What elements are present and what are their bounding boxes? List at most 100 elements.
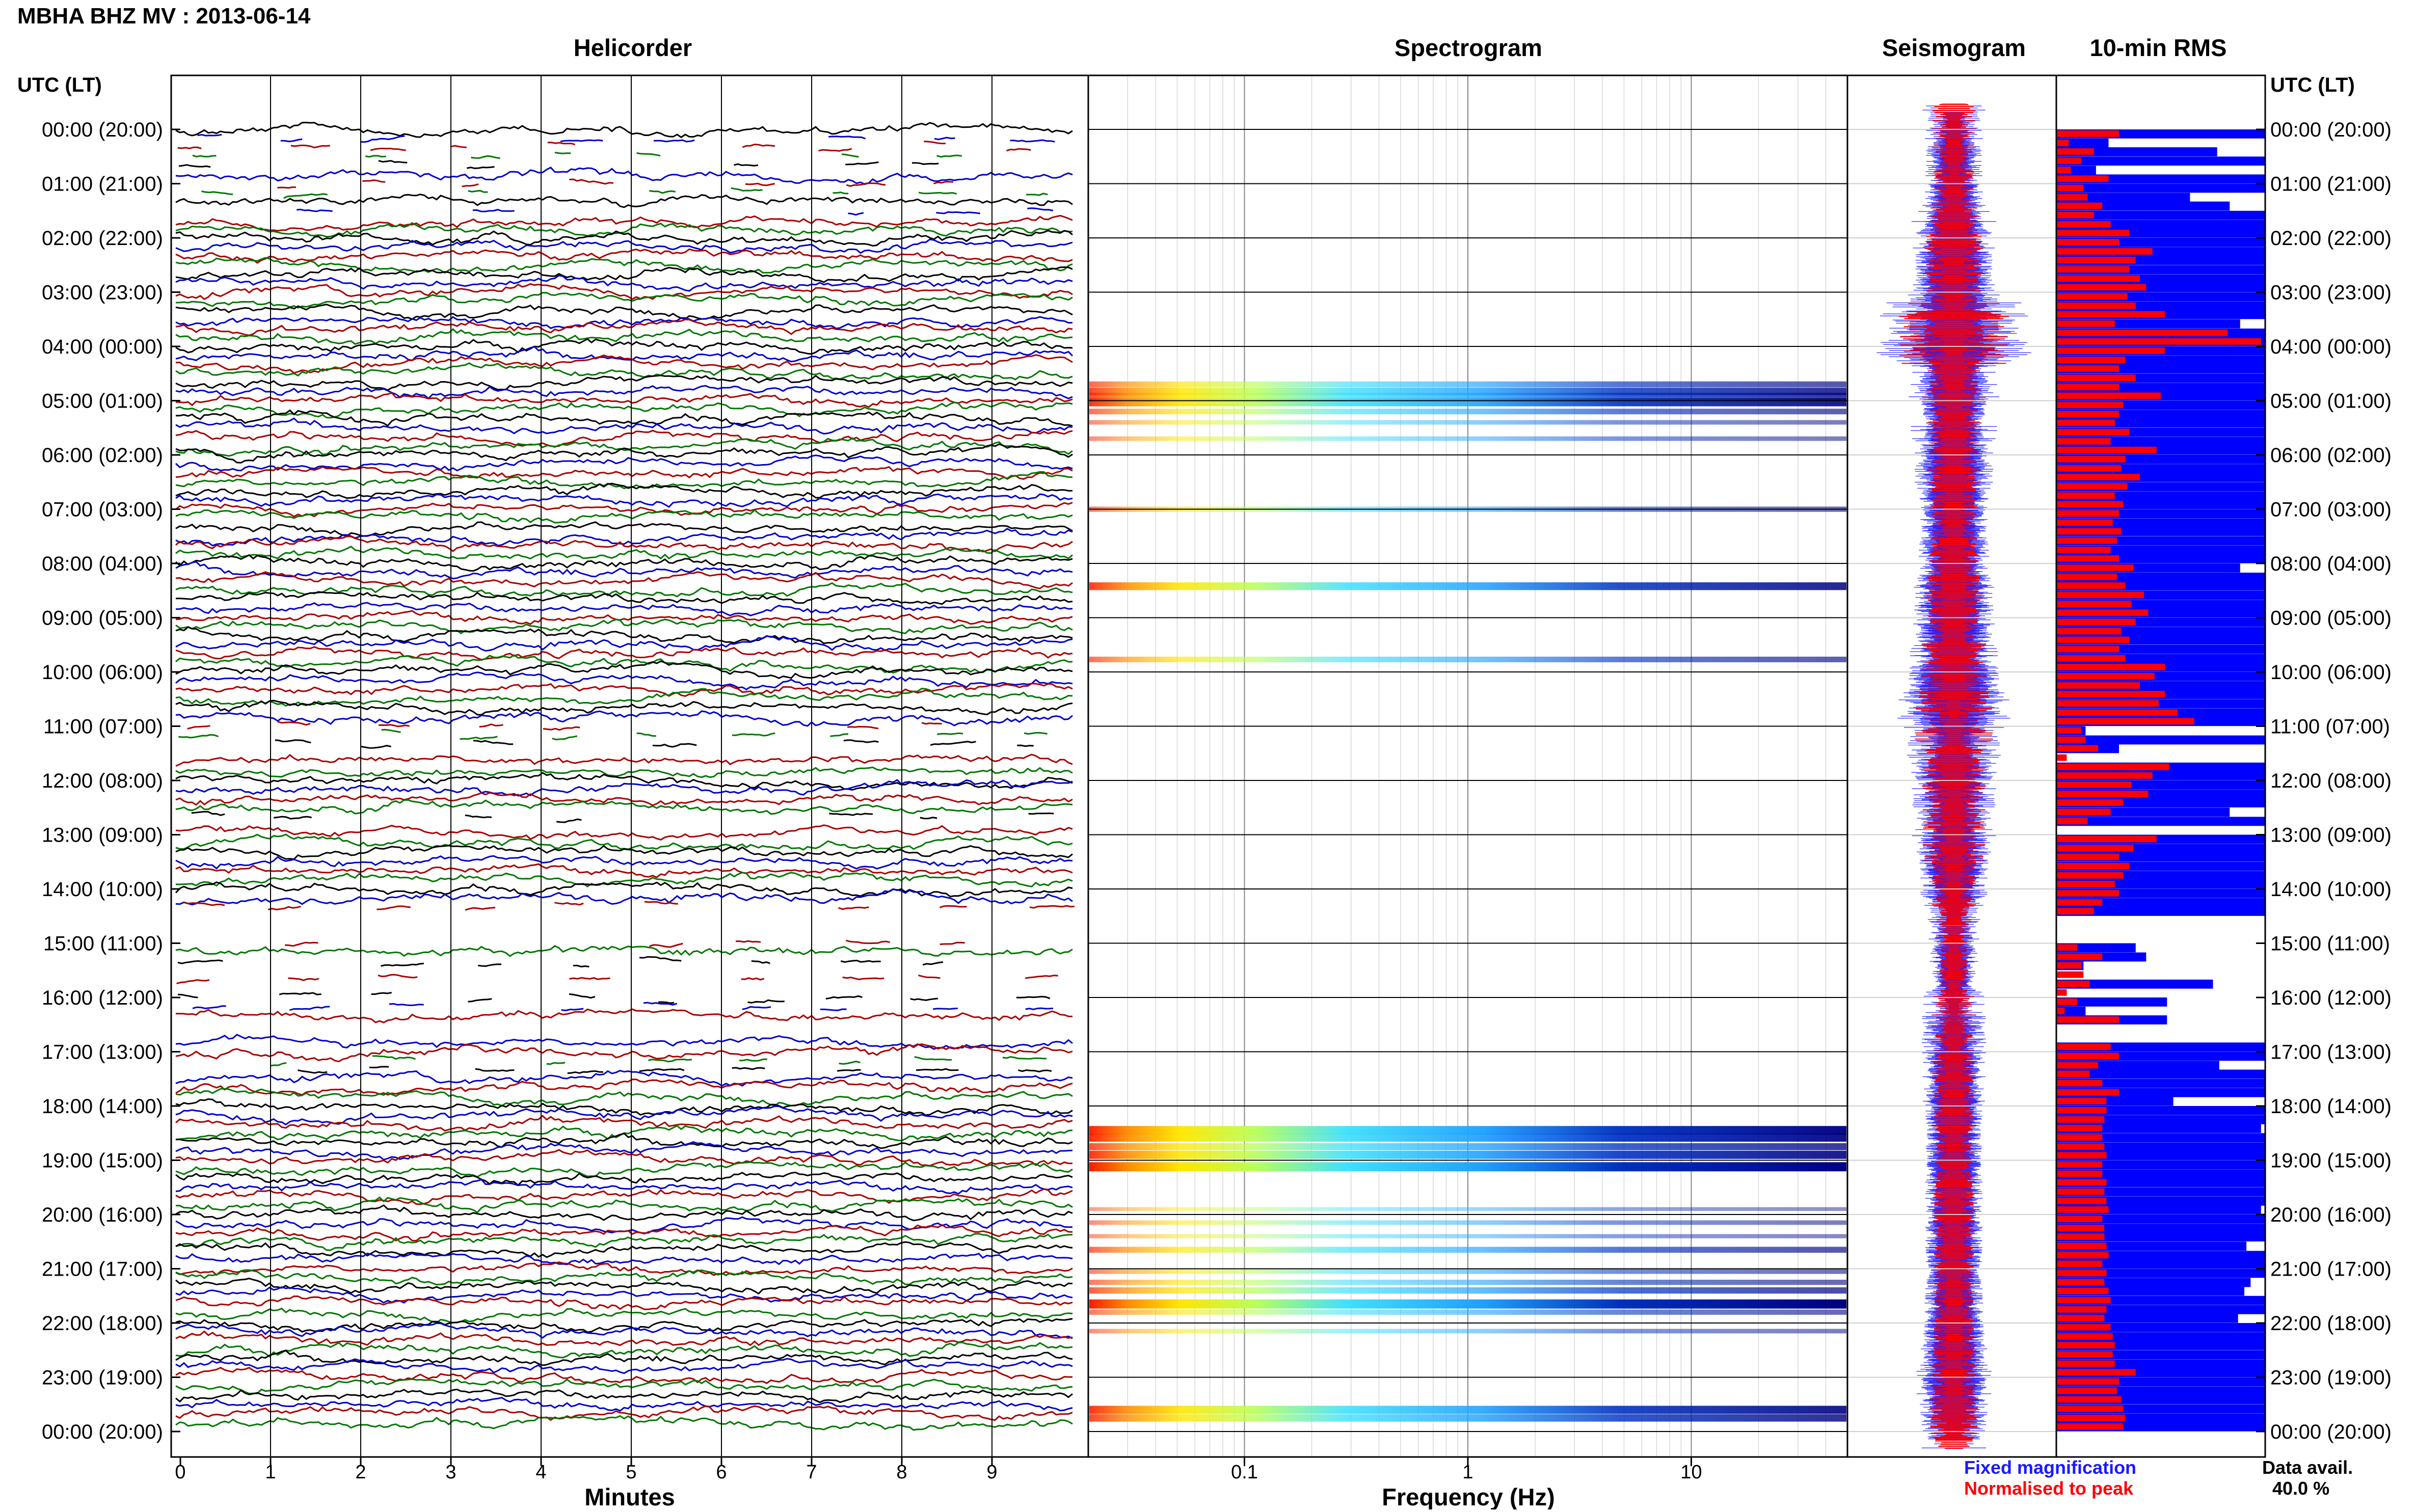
- rms-fixed-bar: [2056, 1278, 2251, 1287]
- spectrogram-band: [1089, 1309, 1846, 1315]
- helicorder-trace: [378, 974, 418, 979]
- rms-normalised-bar: [2056, 989, 2067, 996]
- rms-normalised-bar: [2056, 772, 2153, 779]
- helicorder-trace: [175, 1405, 1073, 1421]
- rms-normalised-bar: [2056, 419, 2115, 426]
- rms-normalised-bar: [2056, 645, 2119, 653]
- helicorder-trace: [1006, 148, 1031, 152]
- helicorder-trace: [920, 817, 937, 820]
- helicorder-trace: [175, 401, 1073, 419]
- helicorder-trace: [372, 1055, 416, 1060]
- rms-normalised-bar: [2056, 1333, 2113, 1340]
- spectrogram-band: [1089, 1133, 1846, 1142]
- rms-normalised-bar: [2056, 663, 2165, 670]
- helicorder-trace: [842, 976, 884, 981]
- frequency-tick-label: 0.1: [1231, 1462, 1258, 1483]
- helicorder-trace: [175, 660, 1073, 679]
- helicorder-trace: [175, 392, 1073, 408]
- helicorder-trace: [175, 121, 1073, 139]
- rms-normalised-bar: [2056, 609, 2149, 616]
- helicorder-trace: [175, 772, 1073, 791]
- helicorder-trace: [465, 907, 496, 911]
- rms-fixed-bar: [2056, 1305, 2265, 1314]
- rms-normalised-bar: [2056, 392, 2161, 399]
- rms-normalised-bar: [2056, 1351, 2113, 1358]
- helicorder-trace: [569, 977, 610, 980]
- helicorder-trace: [360, 135, 405, 143]
- helicorder-trace: [389, 1003, 424, 1007]
- helicorder-minute-grid: [270, 75, 992, 1457]
- left-time-tick-label: 13:00 (09:00): [42, 824, 163, 847]
- rms-normalised-bar: [2056, 799, 2124, 806]
- left-time-tick-label: 01:00 (21:00): [42, 173, 163, 196]
- helicorder-trace: [742, 1006, 771, 1010]
- helicorder-trace: [175, 1330, 1073, 1346]
- rms-normalised-bar: [2056, 971, 2084, 978]
- helicorder-trace: [732, 1067, 765, 1070]
- rms-fixed-bar: [2056, 1124, 2261, 1133]
- helicorder-trace: [175, 646, 1073, 661]
- helicorder-trace: [479, 723, 503, 728]
- rms-normalised-bar: [2056, 944, 2077, 951]
- helicorder-trace: [912, 162, 939, 165]
- helicorder-trace: [277, 720, 311, 726]
- helicorder-trace: [918, 192, 957, 195]
- helicorder-trace: [175, 257, 1073, 274]
- helicorder-trace: [936, 154, 962, 158]
- rms-normalised-bar: [2056, 175, 2109, 182]
- helicorder-trace: [472, 208, 515, 212]
- helicorder-trace: [921, 722, 942, 725]
- right-time-tick-label: 06:00 (02:00): [2270, 444, 2392, 467]
- left-time-tick-label: 02:00 (22:00): [42, 227, 163, 250]
- helicorder-trace: [658, 1001, 675, 1004]
- helicorder-trace: [552, 735, 578, 741]
- helicorder-trace: [192, 1005, 226, 1010]
- helicorder-trace: [848, 212, 864, 216]
- helicorder-trace: [288, 977, 319, 981]
- minutes-axis-label: Minutes: [584, 1483, 675, 1509]
- helicorder-trace: [175, 1233, 1072, 1251]
- helicorder-trace: [175, 1388, 1073, 1403]
- rms-fixed-bar: [2056, 1232, 2265, 1241]
- helicorder-trace: [1002, 1056, 1047, 1060]
- seismogram-traces: [1876, 103, 2032, 1449]
- rms-normalised-bar: [2056, 365, 2119, 372]
- helicorder-title: Helicorder: [574, 34, 692, 61]
- rms-normalised-bar: [2056, 130, 2119, 137]
- helicorder-trace: [175, 833, 1073, 851]
- helicorder-trace: [466, 166, 495, 169]
- rms-fixed-bar: [2056, 1142, 2265, 1152]
- rms-normalised-bar: [2056, 791, 2149, 797]
- frequency-axis-label: Frequency (Hz): [1382, 1483, 1555, 1509]
- rms-normalised-bar: [2056, 1387, 2117, 1394]
- helicorder-traces: [175, 121, 1075, 1431]
- rms-normalised-bar: [2056, 1179, 2107, 1186]
- left-time-tick-label: 06:00 (02:00): [42, 444, 163, 467]
- helicorder-trace: [175, 602, 1073, 616]
- spectrogram-band: [1089, 1126, 1846, 1135]
- helicorder-trace: [1026, 193, 1048, 196]
- left-time-tick-label: 17:00 (13:00): [42, 1041, 163, 1064]
- rms-normalised-bar: [2056, 953, 2103, 960]
- rms-normalised-bar: [2056, 501, 2124, 508]
- spectrogram-band: [1089, 1162, 1846, 1172]
- left-time-tick-labels: 00:00 (20:00) 01:00 (21:00) 02:00 (22:00) 0…: [42, 119, 163, 1443]
- left-time-tick-label: 21:00 (17:00): [42, 1258, 163, 1281]
- rms-normalised-bar: [2056, 1243, 2107, 1250]
- left-time-tick-label: 19:00 (15:00): [42, 1150, 163, 1172]
- rms-normalised-bar: [2056, 311, 2165, 318]
- rms-normalised-bar: [2056, 221, 2111, 228]
- helicorder-trace: [175, 1149, 1073, 1167]
- rms-fixed-bar: [2056, 1115, 2265, 1124]
- rms-normalised-bar: [2056, 1134, 2103, 1141]
- rms-normalised-bar: [2056, 1369, 2136, 1376]
- helicorder-trace: [554, 902, 584, 906]
- helicorder-trace: [175, 318, 1073, 336]
- helicorder-trace: [175, 1196, 1073, 1213]
- rms-fixed-bar: [2056, 1069, 2265, 1079]
- helicorder-trace: [649, 190, 676, 194]
- helicorder-trace: [175, 1367, 1072, 1384]
- minutes-tick-label: 1: [265, 1462, 276, 1483]
- helicorder-trace: [747, 999, 785, 1004]
- helicorder-trace: [175, 429, 1073, 447]
